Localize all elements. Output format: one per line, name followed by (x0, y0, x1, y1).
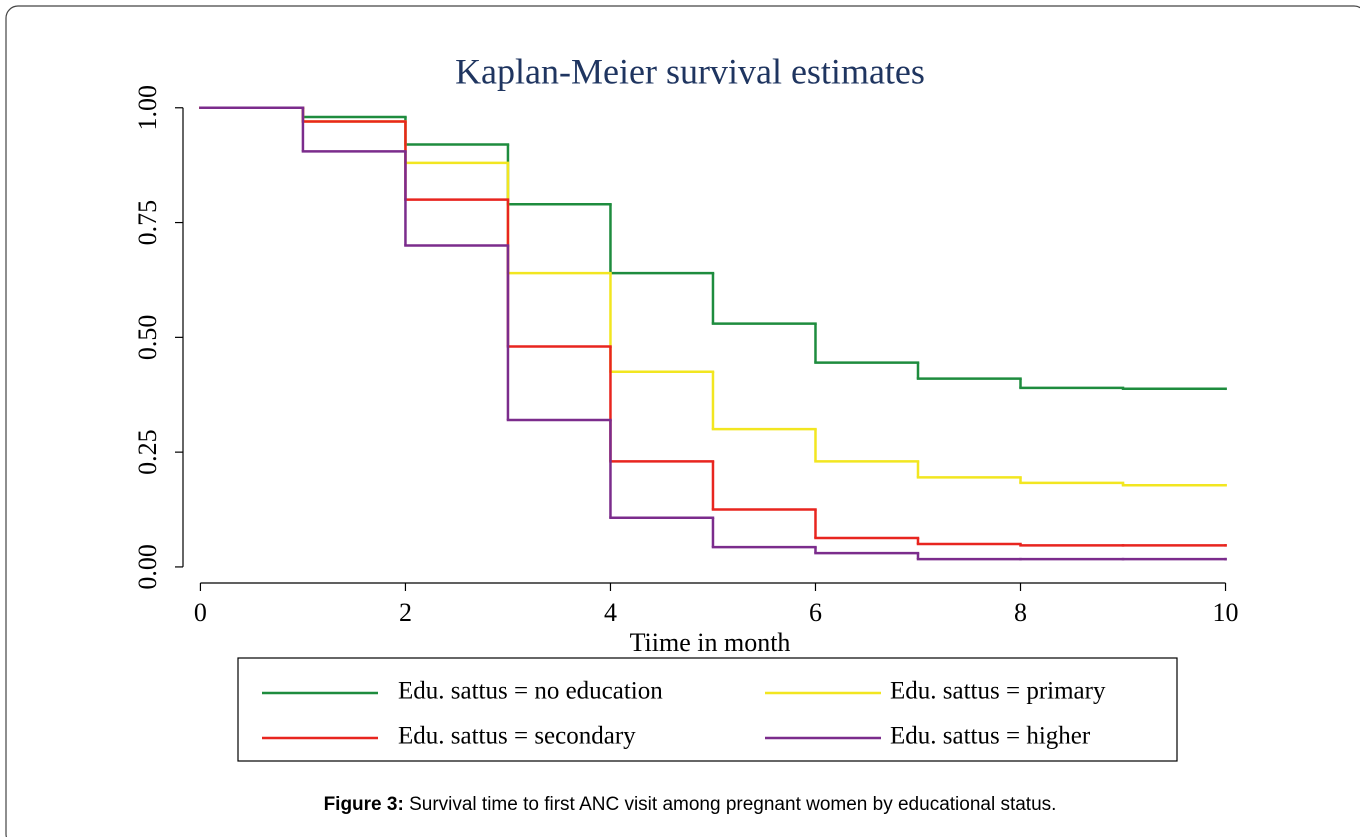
x-tick-label: 4 (604, 598, 617, 627)
y-tick-label: 0.75 (133, 200, 162, 246)
caption: Figure 3: Survival time to first ANC vis… (324, 794, 1057, 815)
legend-label: Edu. sattus = primary (890, 678, 1106, 705)
y-tick-label: 0.25 (133, 429, 162, 475)
y-tick-label: 0.00 (133, 544, 162, 590)
x-tick-label: 0 (194, 598, 207, 627)
x-tick-label: 6 (809, 598, 822, 627)
x-tick-label: 2 (399, 598, 412, 627)
legend-label: Edu. sattus = no education (398, 678, 663, 705)
caption-label: Figure 3: (324, 794, 404, 815)
x-axis-label: Tiime in month (630, 628, 791, 657)
chart-title: Kaplan-Meier survival estimates (455, 51, 925, 91)
frame (5, 5, 1360, 837)
legend-box (237, 657, 1178, 762)
legend-label: Edu. sattus = secondary (398, 723, 636, 750)
x-tick-label: 10 (1213, 598, 1239, 627)
caption-text: Survival time to first ANC visit among p… (409, 794, 1056, 815)
x-tick-label: 8 (1014, 598, 1027, 627)
y-tick-label: 1.00 (133, 85, 162, 131)
legend-label: Edu. sattus = higher (890, 723, 1091, 750)
y-tick-label: 0.50 (133, 315, 162, 361)
